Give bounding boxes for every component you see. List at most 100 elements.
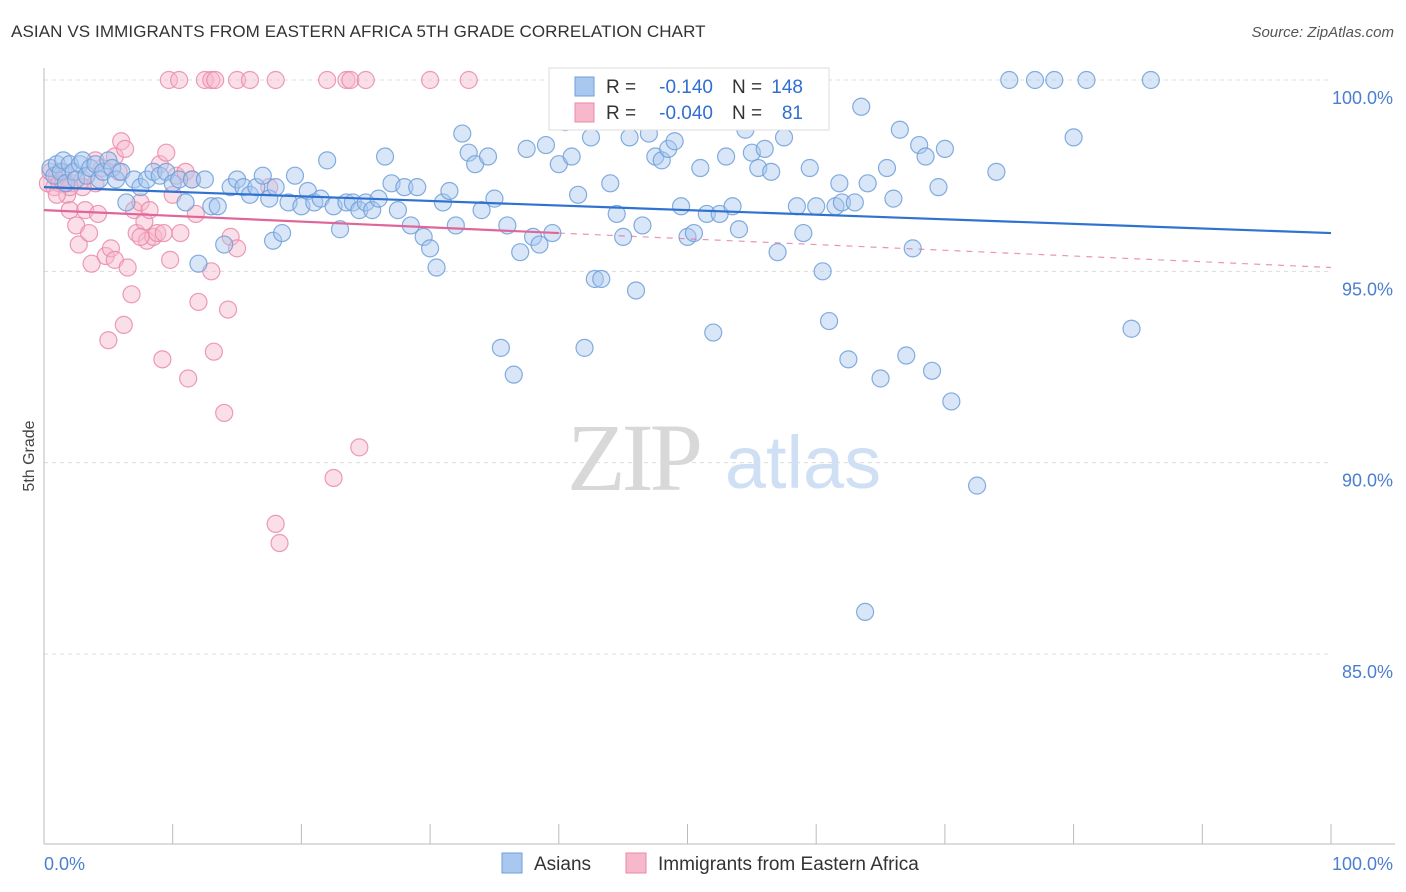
point-asians-35 <box>215 235 234 254</box>
point-asians-72 <box>446 216 465 235</box>
point-asians-34 <box>208 197 227 216</box>
series-immigrants-eastern-africa <box>38 70 478 553</box>
point-asians-110 <box>691 158 710 178</box>
point-asians-156 <box>1077 70 1096 90</box>
point-asians-77 <box>478 147 498 166</box>
point-immigrants-36 <box>153 350 172 369</box>
y-tick-label-0: 100.0% <box>1332 88 1393 108</box>
legend-label-asians: Asians <box>534 854 591 875</box>
watermark-zip: ZIP <box>567 404 700 511</box>
stats-n-value-1: 148 <box>771 77 803 98</box>
trend-line-immigrants-dashed <box>558 232 1332 269</box>
point-asians-114 <box>717 147 736 166</box>
point-asians-101 <box>633 216 652 235</box>
point-asians-63 <box>388 201 408 220</box>
point-asians-73 <box>453 124 472 143</box>
point-asians-29 <box>176 193 195 212</box>
point-asians-147 <box>929 178 948 197</box>
point-asians-144 <box>910 135 929 155</box>
point-asians-44 <box>266 178 285 197</box>
point-asians-138 <box>871 369 890 388</box>
point-immigrants-57 <box>341 70 360 90</box>
point-asians-148 <box>935 139 955 158</box>
chart-title: ASIAN VS IMMIGRANTS FROM EASTERN AFRICA … <box>11 22 706 41</box>
point-asians-130 <box>819 311 839 331</box>
y-tick-label-3: 85.0% <box>1342 662 1393 682</box>
series-asians <box>41 70 1160 622</box>
point-asians-86 <box>536 135 556 155</box>
point-immigrants-49 <box>206 70 225 90</box>
point-asians-20 <box>117 193 136 212</box>
point-asians-122 <box>768 243 787 262</box>
grid-lines <box>44 79 1331 655</box>
point-asians-99 <box>620 128 639 147</box>
y-tick-labels: 100.0% 95.0% 90.0% 85.0% <box>1332 88 1393 682</box>
y-axis-label: 5th Grade <box>21 420 38 491</box>
point-asians-142 <box>897 346 916 365</box>
source-credit: Source: ZipAtlas.com <box>1251 24 1394 41</box>
legend-swatch-immigrants <box>625 852 647 874</box>
point-asians-149 <box>942 392 961 411</box>
point-asians-52 <box>318 151 337 170</box>
point-immigrants-19 <box>99 331 118 350</box>
bottom-legend: Asians Immigrants from Eastern Africa <box>501 852 919 875</box>
point-immigrants-63 <box>215 403 234 423</box>
point-asians-30 <box>182 170 202 189</box>
point-asians-69 <box>427 258 446 277</box>
point-immigrants-69 <box>270 533 289 553</box>
point-immigrants-53 <box>240 70 260 90</box>
point-asians-28 <box>170 170 189 189</box>
point-asians-83 <box>517 139 536 158</box>
point-asians-97 <box>607 204 626 224</box>
point-immigrants-62 <box>204 342 223 361</box>
point-immigrants-58 <box>356 70 375 90</box>
point-immigrants-14 <box>82 254 101 273</box>
point-asians-100 <box>626 281 646 300</box>
watermark-atlas: atlas <box>725 421 881 504</box>
point-immigrants-45 <box>186 204 205 224</box>
point-asians-74 <box>459 143 478 162</box>
point-asians-128 <box>807 197 826 216</box>
point-immigrants-54 <box>266 70 285 90</box>
point-asians-94 <box>585 269 604 289</box>
point-asians-47 <box>285 166 305 185</box>
point-immigrants-56 <box>337 70 356 90</box>
trend-line-immigrants-solid <box>43 209 559 235</box>
point-asians-146 <box>922 361 942 380</box>
point-asians-85 <box>530 235 549 254</box>
stats-n-label-1: N = <box>732 77 762 98</box>
point-asians-143 <box>903 239 922 258</box>
point-asians-125 <box>787 197 806 216</box>
point-asians-145 <box>916 147 935 166</box>
point-asians-136 <box>852 97 871 116</box>
point-immigrants-60 <box>459 70 478 90</box>
point-asians-17 <box>103 158 122 178</box>
point-asians-81 <box>504 365 523 384</box>
point-asians-134 <box>839 350 858 369</box>
stats-r-label-1: R = <box>606 77 636 98</box>
point-asians-68 <box>421 239 440 258</box>
stats-r-label-2: R = <box>606 103 636 124</box>
point-immigrants-38 <box>161 250 180 269</box>
point-asians-158 <box>1141 70 1160 90</box>
point-immigrants-13 <box>79 223 99 243</box>
stats-legend-box <box>548 67 830 131</box>
point-asians-137 <box>858 174 877 193</box>
stats-swatch-pink <box>574 102 595 123</box>
point-asians-90 <box>562 147 581 166</box>
point-immigrants-70 <box>324 468 343 488</box>
point-immigrants-24 <box>114 315 133 335</box>
point-immigrants-80 <box>154 223 173 243</box>
point-asians-67 <box>414 227 433 246</box>
x-tick-label-1: 100.0% <box>1332 854 1393 874</box>
stats-r-value-2: -0.040 <box>659 103 713 124</box>
point-asians-155 <box>1064 128 1083 147</box>
legend-label-immigrants: Immigrants from Eastern Africa <box>658 854 919 875</box>
point-immigrants-48 <box>202 70 221 90</box>
point-asians-112 <box>704 323 723 342</box>
trend-lines <box>43 186 1332 269</box>
point-asians-109 <box>684 223 704 243</box>
point-asians-106 <box>665 132 684 151</box>
point-asians-31 <box>189 254 208 273</box>
